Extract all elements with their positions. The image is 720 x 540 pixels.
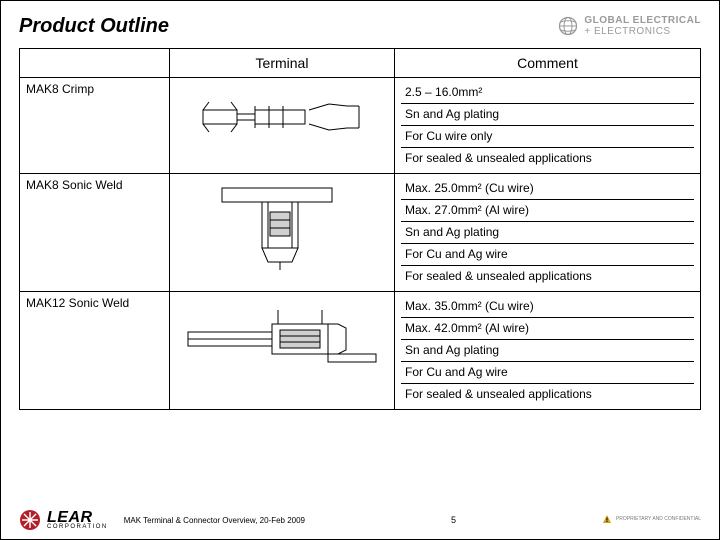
lear-logo-block: LEAR CORPORATION MAK Terminal & Connecto… (19, 509, 305, 531)
globe-icon (558, 16, 578, 36)
brand-line1: GLOBAL ELECTRICAL (584, 15, 701, 26)
comment-item: For Cu wire only (401, 126, 694, 148)
brand-global-electrical: GLOBAL ELECTRICAL + ELECTRONICS (558, 15, 701, 37)
col-header-comment: Comment (395, 49, 701, 78)
table-row: MAK8 Sonic Weld (20, 174, 701, 292)
comment-item: Sn and Ag plating (401, 104, 694, 126)
comment-cell: 2.5 – 16.0mm² Sn and Ag plating For Cu w… (395, 78, 701, 174)
title-row: Product Outline GLOBAL ELECTRICAL + ELEC… (19, 15, 701, 38)
col-header-terminal: Terminal (170, 49, 395, 78)
comment-cell: Max. 25.0mm² (Cu wire) Max. 27.0mm² (Al … (395, 174, 701, 292)
lear-logo-text: LEAR CORPORATION (47, 510, 108, 530)
comment-cell: Max. 35.0mm² (Cu wire) Max. 42.0mm² (Al … (395, 292, 701, 410)
terminal-image-cell (170, 174, 395, 292)
terminal-image-cell (170, 292, 395, 410)
table-row: MAK8 Crimp (20, 78, 701, 174)
terminal-drawing-mak12-sonic (176, 296, 388, 382)
product-outline-table: Terminal Comment MAK8 Crimp (19, 48, 701, 410)
slide-container: Product Outline GLOBAL ELECTRICAL + ELEC… (0, 0, 720, 540)
confidential-block: PROPRIETARY AND CONFIDENTIAL (602, 511, 701, 529)
comment-item: For Cu and Ag wire (401, 362, 694, 384)
comment-item: For sealed & unsealed applications (401, 148, 694, 169)
comment-list: Max. 25.0mm² (Cu wire) Max. 27.0mm² (Al … (401, 178, 694, 287)
comment-item: Max. 35.0mm² (Cu wire) (401, 296, 694, 318)
comment-item: For sealed & unsealed applications (401, 266, 694, 287)
brand-line2: + ELECTRONICS (584, 26, 701, 37)
product-name: MAK12 Sonic Weld (20, 292, 170, 410)
product-name: MAK8 Crimp (20, 78, 170, 174)
comment-list: 2.5 – 16.0mm² Sn and Ag plating For Cu w… (401, 82, 694, 169)
terminal-drawing-mak8-sonic (176, 178, 388, 276)
terminal-image-cell (170, 78, 395, 174)
col-header-name (20, 49, 170, 78)
doc-meta: MAK Terminal & Connector Overview, 20-Fe… (124, 516, 305, 525)
page-title: Product Outline (19, 15, 169, 38)
product-name: MAK8 Sonic Weld (20, 174, 170, 292)
slide-footer: LEAR CORPORATION MAK Terminal & Connecto… (1, 509, 719, 531)
lear-subtitle: CORPORATION (47, 524, 108, 530)
comment-item: For Cu and Ag wire (401, 244, 694, 266)
comment-item: Max. 27.0mm² (Al wire) (401, 200, 694, 222)
comment-item: Max. 42.0mm² (Al wire) (401, 318, 694, 340)
comment-item: Sn and Ag plating (401, 340, 694, 362)
comment-item: For sealed & unsealed applications (401, 384, 694, 405)
comment-item: Sn and Ag plating (401, 222, 694, 244)
comment-list: Max. 35.0mm² (Cu wire) Max. 42.0mm² (Al … (401, 296, 694, 405)
comment-item: Max. 25.0mm² (Cu wire) (401, 178, 694, 200)
terminal-drawing-mak8-crimp (176, 82, 388, 154)
page-number: 5 (383, 515, 523, 525)
comment-item: 2.5 – 16.0mm² (401, 82, 694, 104)
brand-text: GLOBAL ELECTRICAL + ELECTRONICS (584, 15, 701, 37)
table-header-row: Terminal Comment (20, 49, 701, 78)
table-row: MAK12 Sonic Weld (20, 292, 701, 410)
warning-icon (602, 511, 612, 529)
lear-logo-icon (19, 509, 41, 531)
confidential-text: PROPRIETARY AND CONFIDENTIAL (616, 517, 701, 523)
